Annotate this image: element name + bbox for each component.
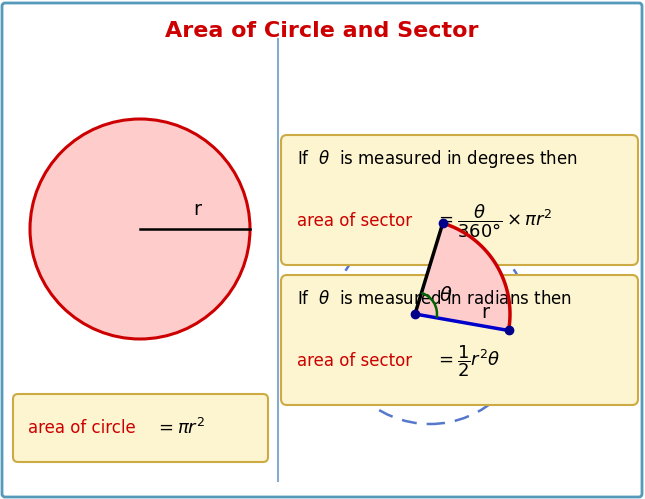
Text: $= \pi r^2$: $= \pi r^2$ bbox=[155, 418, 205, 438]
Text: $=\dfrac{1}{2}r^2\theta$: $=\dfrac{1}{2}r^2\theta$ bbox=[435, 343, 501, 379]
Circle shape bbox=[30, 119, 250, 339]
Text: $\theta$: $\theta$ bbox=[439, 286, 453, 305]
FancyBboxPatch shape bbox=[281, 275, 638, 405]
Text: Area of Circle and Sector: Area of Circle and Sector bbox=[165, 21, 479, 41]
Wedge shape bbox=[415, 223, 510, 330]
Text: If  $\theta$  is measured in degrees then: If $\theta$ is measured in degrees then bbox=[297, 148, 578, 170]
Text: If  $\theta$  is measured in radians then: If $\theta$ is measured in radians then bbox=[297, 290, 572, 308]
Text: area of circle: area of circle bbox=[28, 419, 135, 437]
FancyBboxPatch shape bbox=[2, 3, 642, 497]
Text: area of sector: area of sector bbox=[297, 212, 412, 230]
FancyBboxPatch shape bbox=[13, 394, 268, 462]
FancyBboxPatch shape bbox=[281, 135, 638, 265]
Text: $=\dfrac{\theta}{360°}\times\pi r^2$: $=\dfrac{\theta}{360°}\times\pi r^2$ bbox=[435, 202, 553, 240]
Text: area of sector: area of sector bbox=[297, 352, 412, 370]
Text: r: r bbox=[481, 303, 489, 322]
Text: r: r bbox=[193, 200, 201, 219]
